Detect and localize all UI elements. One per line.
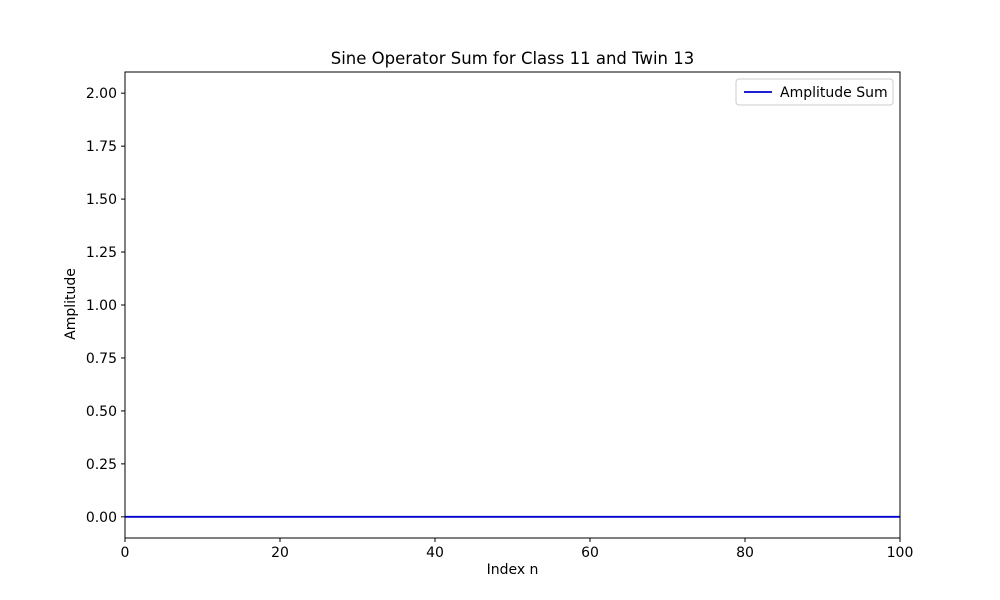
y-axis-label: Amplitude — [63, 268, 79, 340]
y-tick-label: 2.00 — [86, 86, 117, 102]
y-tick-label: 1.75 — [86, 139, 117, 155]
y-axis-ticks: 0.00 0.25 0.50 0.75 1.00 1.25 1.50 1.75 2.00 — [86, 86, 125, 526]
chart-title: Sine Operator Sum for Class 11 and Twin … — [331, 49, 695, 68]
y-tick-label: 0.75 — [86, 351, 117, 367]
y-tick-label: 0.00 — [86, 510, 117, 526]
legend: Amplitude Sum — [735, 78, 894, 106]
legend-label: Amplitude Sum — [780, 85, 888, 101]
y-tick-label: 1.00 — [86, 298, 117, 314]
x-axis-label: Index n — [487, 562, 539, 578]
x-tick-label: 100 — [887, 545, 914, 561]
y-tick-label: 1.50 — [86, 192, 117, 208]
x-tick-label: 60 — [581, 545, 599, 561]
x-tick-label: 80 — [736, 545, 754, 561]
x-tick-label: 40 — [426, 545, 444, 561]
y-tick-label: 1.25 — [86, 245, 117, 261]
x-axis-ticks: 0 20 40 60 80 100 — [121, 538, 914, 561]
y-tick-label: 0.50 — [86, 404, 117, 420]
y-tick-label: 0.25 — [86, 457, 117, 473]
x-tick-label: 20 — [271, 545, 289, 561]
legend-box — [735, 78, 894, 106]
axes-frame — [124, 71, 901, 539]
x-tick-label: 0 — [121, 545, 130, 561]
